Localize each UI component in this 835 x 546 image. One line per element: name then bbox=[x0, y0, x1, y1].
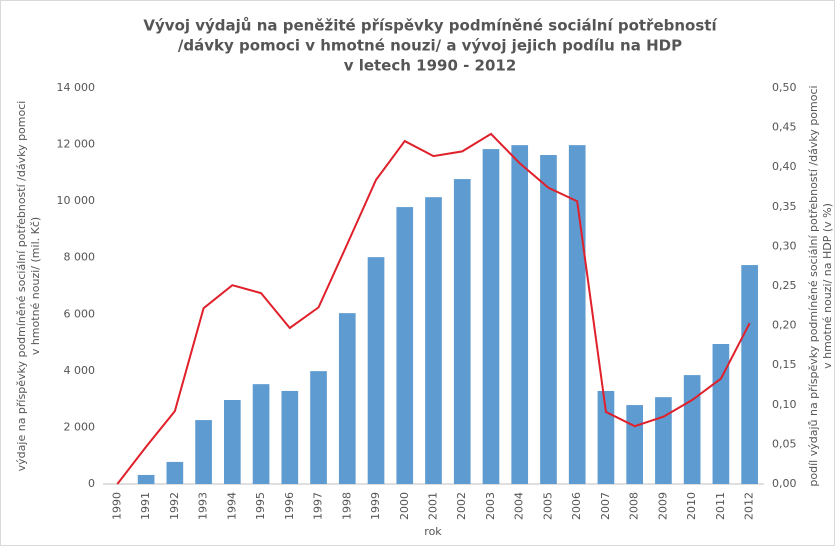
x-tick-label: 1993 bbox=[197, 492, 210, 520]
x-tick-label: 1991 bbox=[139, 492, 152, 520]
x-tick-label: 2012 bbox=[743, 492, 756, 520]
x-tick-label: 1999 bbox=[369, 492, 382, 520]
y-tick-label: 6 000 bbox=[64, 307, 96, 320]
y2-axis-label: podíl výdajů na příspěvky podmíněné soci… bbox=[807, 85, 820, 486]
x-tick-label: 1992 bbox=[168, 492, 181, 520]
bar bbox=[137, 474, 155, 484]
y2-tick-label: 0,10 bbox=[772, 398, 797, 411]
x-tick-label: 2005 bbox=[541, 492, 554, 520]
bar bbox=[310, 371, 327, 484]
chart-title: /dávky pomoci v hmotné nouzi/ a vývoj je… bbox=[178, 37, 682, 55]
bar bbox=[655, 397, 672, 484]
y2-tick-label: 0,15 bbox=[772, 358, 797, 371]
line bbox=[116, 132, 751, 485]
x-tick-label: 2009 bbox=[656, 492, 669, 520]
x-tick-label: 1994 bbox=[225, 492, 238, 520]
bar bbox=[683, 375, 701, 484]
y-axis-label: výdaje na příspěvky podmíněné sociální p… bbox=[15, 101, 28, 472]
y-tick-label: 10 000 bbox=[57, 194, 96, 207]
x-tick-label: 1995 bbox=[254, 492, 267, 520]
chart-title: Vývoj výdajů na peněžité příspěvky podmí… bbox=[143, 17, 717, 35]
y-tick-label: 12 000 bbox=[57, 138, 96, 151]
y2-axis-label: v hmotné nouzi/ na HDP (v %) bbox=[821, 203, 834, 369]
y2-tick-label: 0,40 bbox=[772, 160, 797, 173]
y-axis-label: v hmotné nouzi/ (mil. Kč) bbox=[29, 217, 42, 355]
x-tick-label: 2004 bbox=[513, 492, 526, 520]
bar bbox=[453, 179, 471, 484]
y-tick-label: 8 000 bbox=[64, 251, 96, 264]
y2-tick-label: 0,20 bbox=[772, 319, 797, 332]
y2-tick-label: 0,25 bbox=[772, 279, 797, 292]
x-tick-label: 2008 bbox=[628, 492, 641, 520]
bar bbox=[568, 145, 586, 484]
y2-tick-label: 0,05 bbox=[772, 437, 797, 450]
bar bbox=[281, 390, 299, 484]
x-tick-label: 2001 bbox=[427, 492, 440, 520]
bar bbox=[367, 257, 385, 484]
bar bbox=[540, 155, 557, 484]
bar bbox=[482, 149, 500, 484]
y2-tick-label: 0,35 bbox=[772, 200, 797, 213]
chart-title: v letech 1990 - 2012 bbox=[344, 57, 517, 75]
bar bbox=[425, 197, 442, 484]
y2-tick-label: 0,30 bbox=[772, 239, 797, 252]
x-tick-label: 2010 bbox=[685, 492, 698, 520]
x-tick-label: 2002 bbox=[455, 492, 468, 520]
y-tick-label: 0 bbox=[88, 477, 95, 490]
x-tick-label: 1998 bbox=[340, 492, 353, 520]
x-tick-label: 1990 bbox=[110, 492, 123, 520]
bar bbox=[195, 420, 212, 484]
y2-tick-label: 0,45 bbox=[772, 121, 797, 134]
bar bbox=[396, 207, 414, 484]
x-tick-label: 2006 bbox=[570, 492, 583, 520]
x-tick-label: 2011 bbox=[714, 492, 727, 520]
y2-tick-label: 0,50 bbox=[772, 81, 797, 94]
bar bbox=[252, 384, 270, 484]
bar bbox=[223, 399, 241, 484]
x-axis-label: rok bbox=[424, 525, 442, 538]
bar bbox=[626, 405, 644, 484]
bar bbox=[166, 461, 184, 484]
bar bbox=[338, 313, 356, 484]
bar bbox=[741, 265, 758, 484]
bar bbox=[511, 145, 529, 484]
x-tick-label: 2000 bbox=[398, 492, 411, 520]
y-tick-label: 14 000 bbox=[57, 81, 96, 94]
x-tick-label: 2007 bbox=[599, 492, 612, 520]
y2-tick-label: 0,00 bbox=[772, 477, 797, 490]
y-tick-label: 2 000 bbox=[64, 420, 96, 433]
x-tick-label: 1997 bbox=[312, 492, 325, 520]
x-tick-label: 1996 bbox=[283, 492, 296, 520]
bar bbox=[712, 343, 730, 484]
y-tick-label: 4 000 bbox=[64, 364, 96, 377]
x-tick-label: 2003 bbox=[484, 492, 497, 520]
